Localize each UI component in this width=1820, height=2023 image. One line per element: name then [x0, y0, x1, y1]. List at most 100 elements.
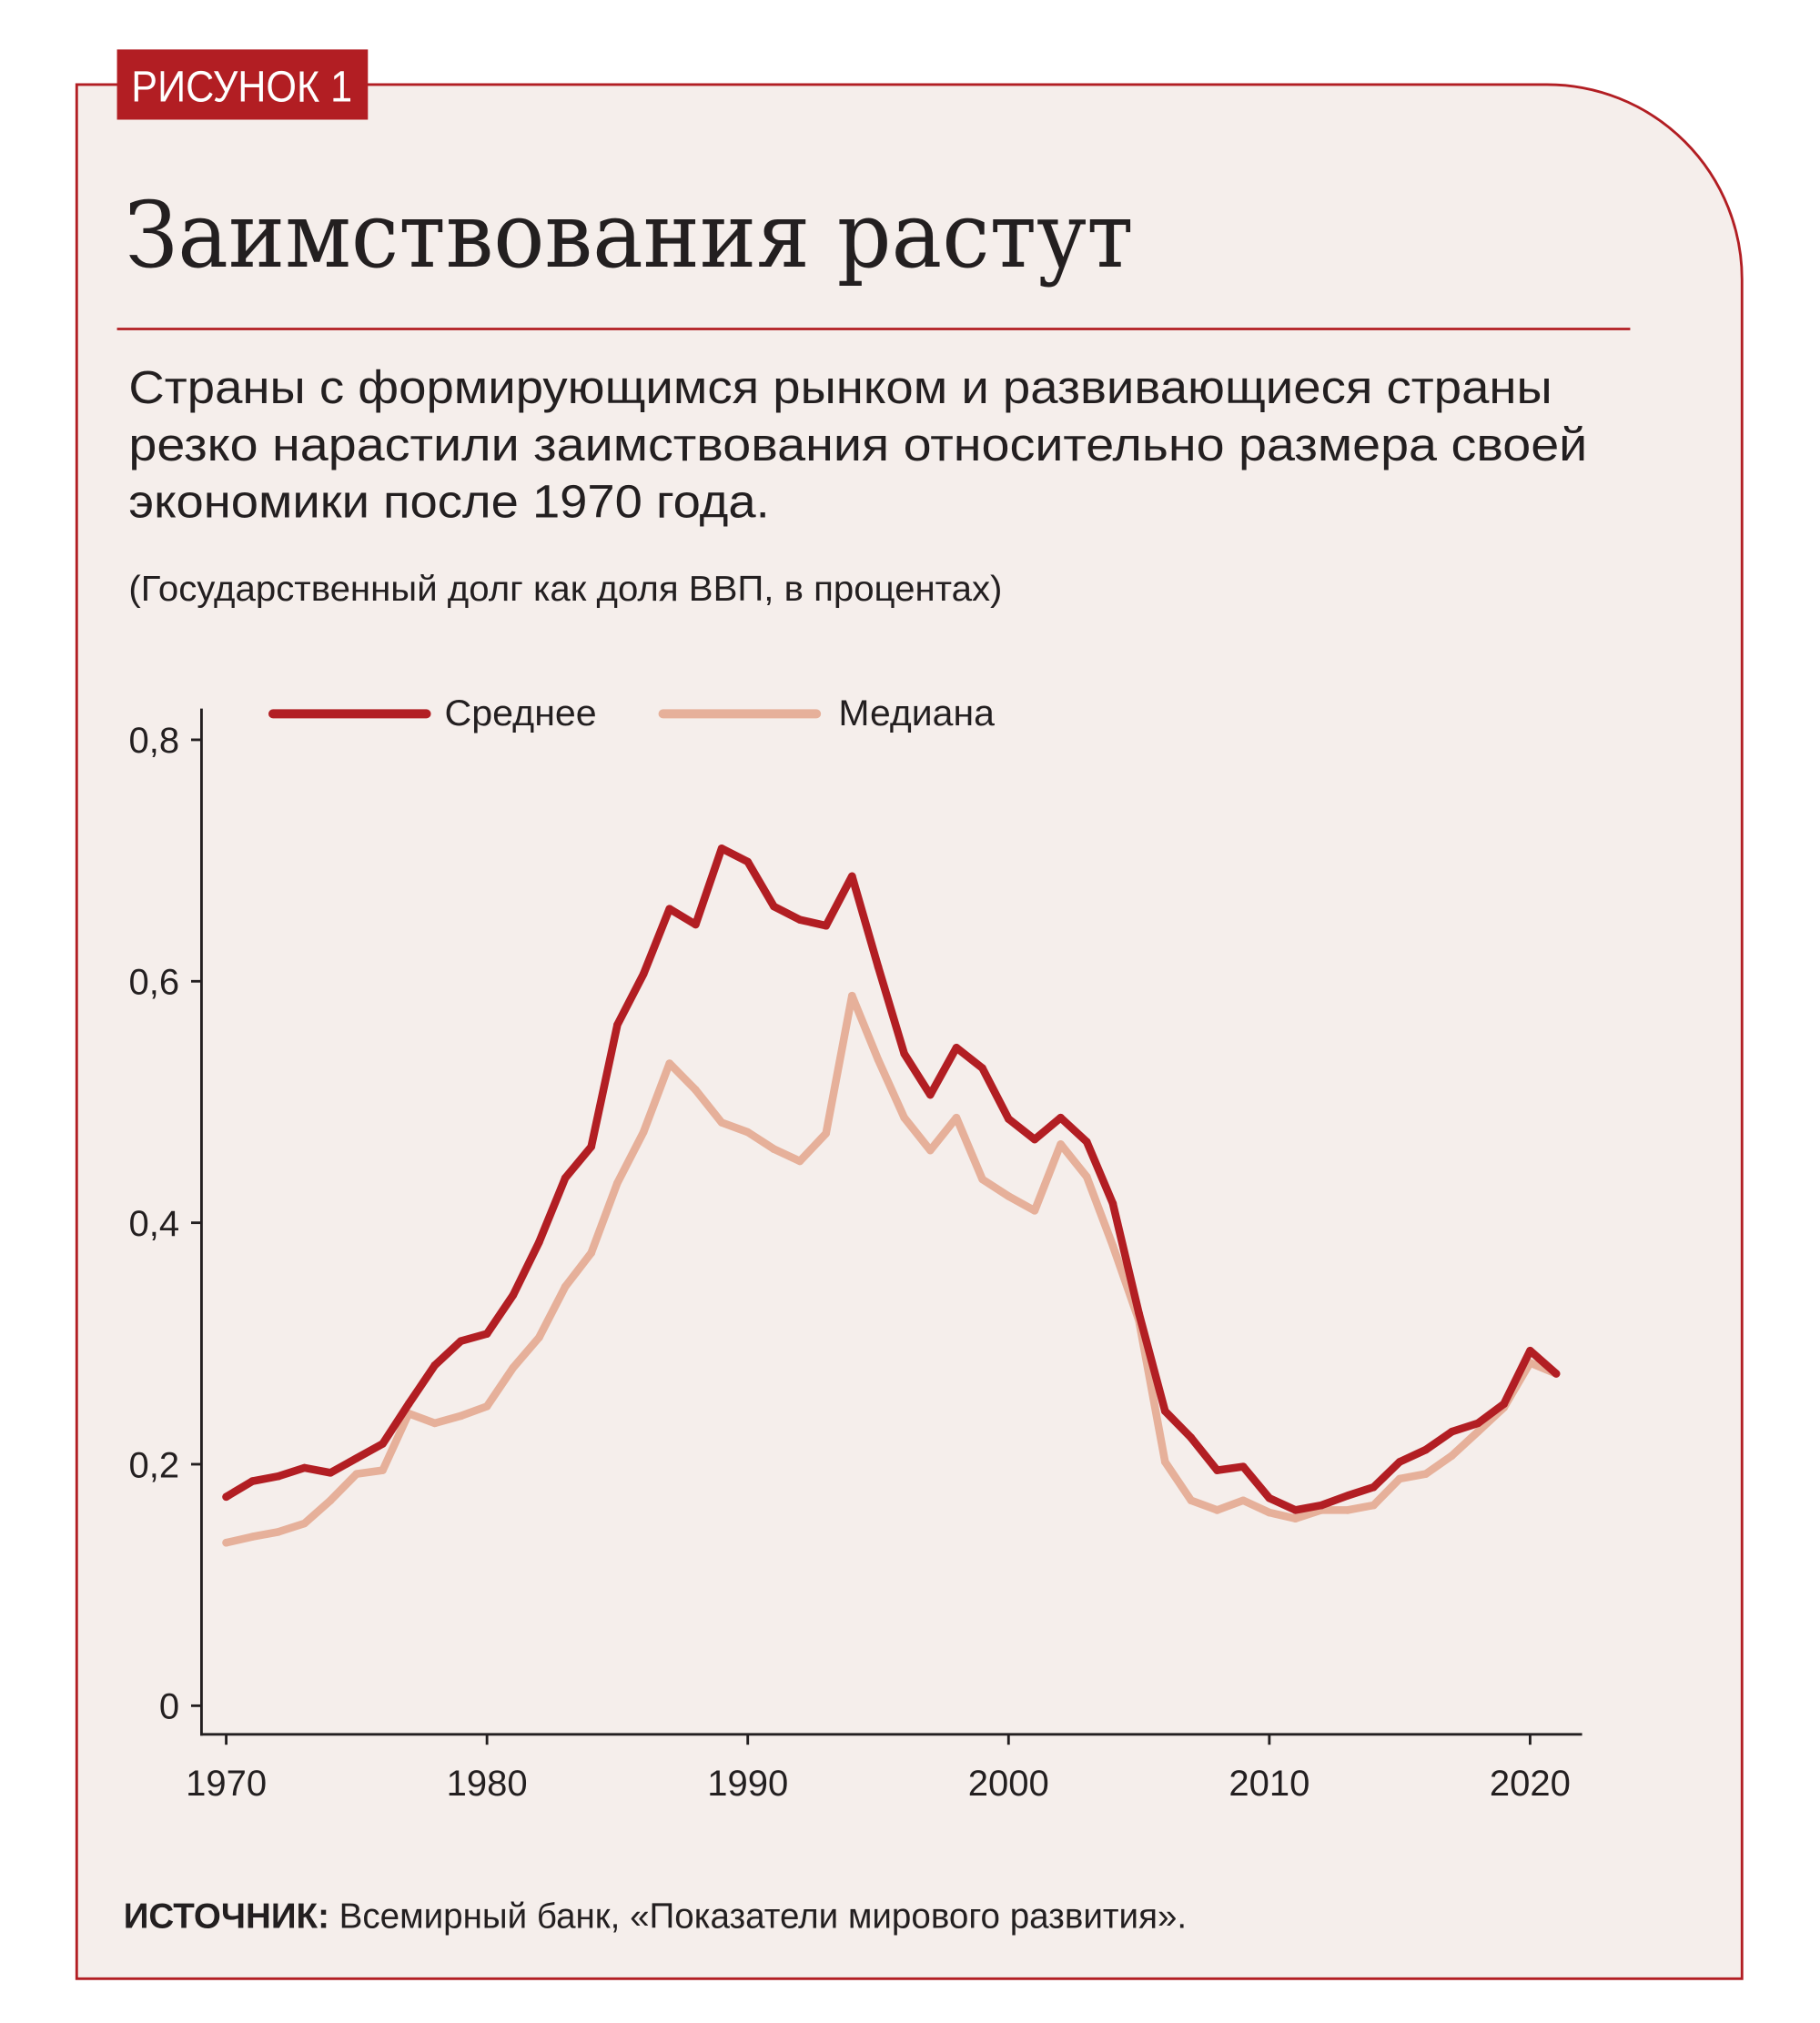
median-point-1981 [509, 1363, 518, 1372]
mean-point-1977 [404, 1400, 413, 1408]
median-point-1972 [274, 1528, 283, 1536]
mean-point-1995 [874, 963, 883, 971]
mean-point-2013 [1343, 1492, 1352, 1500]
median-point-2011 [1291, 1514, 1299, 1522]
mean-point-2007 [1187, 1433, 1196, 1442]
mean-point-2006 [1160, 1407, 1169, 1415]
mean-point-2020 [1526, 1346, 1534, 1355]
mean-point-2002 [1057, 1113, 1065, 1122]
median-point-1982 [535, 1333, 543, 1341]
figure-badge [116, 49, 369, 120]
median-point-1971 [248, 1532, 257, 1541]
median-point-1985 [613, 1178, 622, 1188]
units-label: (Государственный долг как доля ВВП, в пр… [128, 570, 1002, 609]
source-note: ИСТОЧНИК: Всемирный банк, «Показатели ми… [124, 1897, 1187, 1937]
mean-point-1971 [248, 1477, 257, 1485]
y-tick-label: 0,4 [129, 1204, 180, 1244]
mean-point-1984 [587, 1142, 596, 1151]
median-point-1989 [717, 1118, 726, 1127]
median-point-1980 [482, 1402, 491, 1411]
y-tick-label: 0,6 [129, 963, 180, 1003]
legend-label-mean: Среднее [445, 693, 597, 733]
mean-point-1991 [770, 902, 778, 911]
median-point-1999 [978, 1175, 986, 1184]
series-line-median [222, 991, 1561, 1547]
mean-point-1986 [639, 970, 648, 978]
median-point-1974 [326, 1496, 335, 1505]
y-tick-label: 0 [159, 1687, 179, 1727]
subtitle-line-3: экономики после 1970 года. [128, 475, 769, 528]
mean-point-1972 [274, 1472, 283, 1481]
median-point-2009 [1239, 1496, 1248, 1505]
mean-point-1973 [300, 1463, 308, 1472]
median-point-2000 [1005, 1192, 1013, 1200]
mean-point-2010 [1265, 1493, 1274, 1502]
x-tick-label: 1970 [186, 1764, 267, 1804]
median-point-1998 [952, 1113, 961, 1122]
median-point-2008 [1213, 1506, 1221, 1514]
mean-point-2005 [1135, 1309, 1143, 1318]
median-point-1970 [222, 1538, 230, 1547]
mean-point-1970 [222, 1492, 230, 1502]
subtitle-line-1: Страны с формирующимся рынком и развиваю… [128, 360, 1552, 413]
mean-point-2016 [1421, 1445, 1431, 1454]
mean-point-2011 [1291, 1506, 1299, 1514]
median-point-2015 [1395, 1474, 1404, 1483]
mean-point-1988 [692, 920, 700, 929]
mean-point-1993 [822, 921, 830, 930]
median-point-1997 [926, 1146, 935, 1155]
median-point-1988 [692, 1086, 700, 1094]
series-line-mean [222, 845, 1561, 1514]
median-point-1994 [848, 991, 856, 1000]
mean-point-1979 [457, 1337, 465, 1345]
median-point-1976 [379, 1466, 387, 1474]
mean-point-1982 [535, 1238, 543, 1247]
legend: Среднее Медиана [268, 693, 996, 733]
median-point-1991 [770, 1145, 778, 1153]
median-point-1990 [743, 1128, 752, 1137]
mean-point-1989 [717, 845, 726, 853]
mean-point-1997 [926, 1090, 935, 1099]
median-point-1995 [874, 1056, 883, 1064]
median-point-2014 [1370, 1501, 1378, 1510]
mean-point-1992 [795, 915, 804, 924]
median-point-1978 [430, 1419, 440, 1428]
mean-point-2017 [1448, 1427, 1456, 1436]
median-point-2004 [1108, 1241, 1117, 1250]
median-point-1983 [561, 1282, 570, 1291]
mean-point-1980 [482, 1330, 491, 1338]
y-tick-label: 0,8 [129, 721, 180, 761]
median-point-1987 [665, 1059, 674, 1067]
mean-point-1990 [743, 857, 752, 866]
median-point-1996 [900, 1113, 908, 1122]
median-point-1993 [822, 1129, 830, 1138]
legend-label-median: Медиана [838, 693, 995, 733]
mean-point-2009 [1239, 1462, 1248, 1471]
mean-point-2015 [1395, 1458, 1404, 1466]
mean-point-2019 [1500, 1400, 1509, 1408]
source-label: ИСТОЧНИК: [124, 1897, 329, 1937]
mean-point-2014 [1370, 1482, 1378, 1492]
mean-point-2001 [1030, 1135, 1039, 1144]
median-point-2016 [1421, 1470, 1431, 1478]
mean-point-1987 [665, 905, 674, 913]
median-point-2001 [1030, 1207, 1039, 1215]
median-point-2010 [1265, 1508, 1274, 1517]
mean-point-2012 [1317, 1501, 1326, 1510]
mean-point-2004 [1108, 1199, 1117, 1208]
mean-point-1975 [352, 1454, 361, 1462]
x-tick-label: 1980 [447, 1764, 528, 1804]
median-point-1986 [639, 1128, 648, 1137]
source-text: Всемирный банк, «Показатели мирового раз… [329, 1897, 1187, 1937]
subtitle-line-2: резко нарастили заимствования относитель… [128, 418, 1587, 470]
x-tick-label: 2010 [1228, 1764, 1309, 1804]
median-point-2013 [1343, 1506, 1352, 1514]
mean-point-1996 [900, 1049, 908, 1058]
mean-point-2003 [1082, 1138, 1091, 1147]
x-tick-label: 2000 [968, 1764, 1049, 1804]
mean-point-2008 [1213, 1466, 1221, 1474]
median-point-2002 [1057, 1140, 1065, 1148]
mean-point-1999 [978, 1064, 986, 1073]
x-tick-label: 2020 [1490, 1764, 1571, 1804]
